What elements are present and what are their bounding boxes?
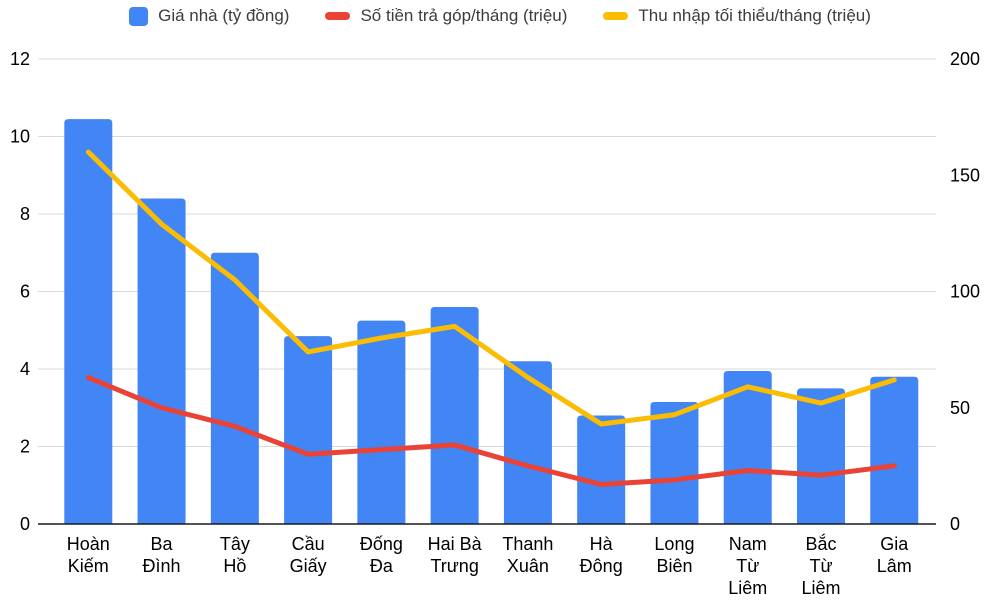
house-price-swatch-icon: [129, 6, 149, 26]
category-label: Cầu Giấy: [290, 534, 327, 576]
left-axis-tick: 10: [10, 127, 30, 147]
bar-7[interactable]: [577, 415, 626, 525]
right-axis-tick: 100: [950, 282, 980, 302]
category-label: Gia Lâm: [877, 534, 912, 576]
chart-legend: Giá nhà (tỷ đồng) Số tiền trả góp/tháng …: [0, 6, 1000, 26]
left-axis-tick: 4: [20, 359, 30, 379]
right-axis-tick: 150: [950, 165, 980, 185]
left-axis-tick: 12: [10, 49, 30, 69]
bar-4[interactable]: [357, 320, 406, 524]
category-label: Tây Hồ: [220, 534, 250, 576]
left-axis-tick: 2: [20, 437, 30, 457]
category-label: Bắc Từ Liêm: [801, 533, 840, 598]
bar-2[interactable]: [210, 252, 259, 524]
left-axis-tick: 0: [20, 514, 30, 534]
bar-5[interactable]: [430, 307, 479, 524]
category-label: Long Biên: [654, 534, 694, 576]
right-axis-tick: 50: [950, 398, 970, 418]
bar-11[interactable]: [870, 376, 919, 524]
right-axis-tick: 200: [950, 49, 980, 69]
left-axis-tick: 8: [20, 204, 30, 224]
legend-item-min-income[interactable]: Thu nhập tối thiểu/tháng (triệu): [603, 6, 871, 26]
min-income-swatch-icon: [603, 12, 629, 20]
bar-6[interactable]: [503, 361, 552, 524]
legend-label: Giá nhà (tỷ đồng): [158, 6, 290, 25]
right-axis-tick: 0: [950, 514, 960, 534]
category-label: Ba Đình: [143, 534, 181, 576]
category-label: Hà Đông: [580, 534, 623, 576]
legend-label: Số tiền trả góp/tháng (triệu): [360, 6, 568, 25]
installment-swatch-icon: [325, 12, 351, 20]
category-label: Thanh Xuân: [502, 534, 553, 576]
bar-10[interactable]: [797, 388, 845, 524]
category-label: Hai Bà Trưng: [428, 534, 483, 576]
bar-8[interactable]: [650, 401, 699, 524]
category-label: Nam Từ Liêm: [728, 534, 767, 598]
legend-item-installment[interactable]: Số tiền trả góp/tháng (triệu): [325, 6, 567, 26]
legend-label: Thu nhập tối thiểu/tháng (triệu): [638, 6, 871, 25]
bar-9[interactable]: [723, 370, 772, 524]
bar-1[interactable]: [137, 198, 186, 525]
income-line[interactable]: [85, 149, 897, 427]
category-label: Hoàn Kiếm: [67, 534, 110, 576]
category-label: Đống Đa: [360, 534, 403, 576]
installment-line[interactable]: [85, 375, 897, 487]
legend-item-house-price[interactable]: Giá nhà (tỷ đồng): [129, 6, 289, 26]
bar-0[interactable]: [64, 119, 113, 524]
bar-3[interactable]: [284, 336, 333, 524]
left-axis-tick: 6: [20, 282, 30, 302]
